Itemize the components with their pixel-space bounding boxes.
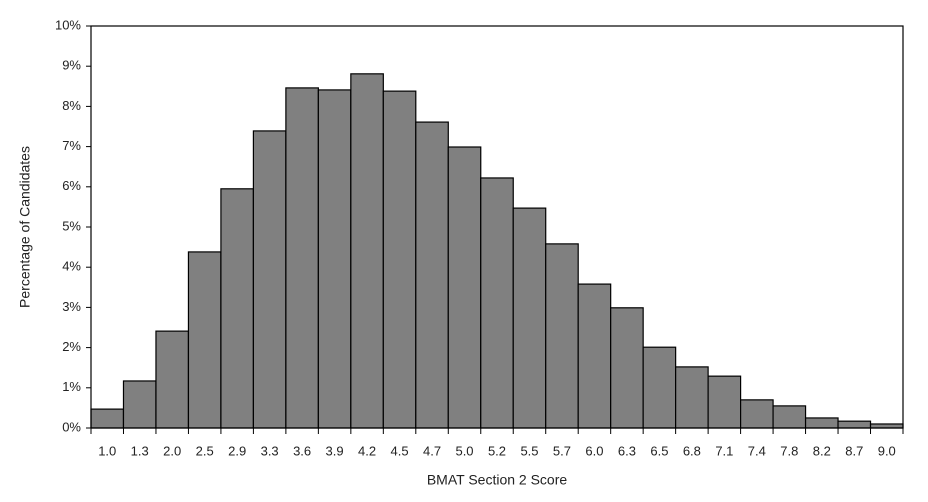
bar [512,207,547,429]
bar [252,130,287,429]
y-tick-label: 5% [62,218,81,233]
bar [415,121,449,429]
bar [739,399,774,429]
x-tick-label: 3.3 [261,443,279,458]
x-tick-label: 7.4 [748,443,766,458]
bar [122,380,157,429]
y-tick-label: 1% [62,379,81,394]
x-tick-label: 6.5 [650,443,668,458]
bar [577,283,612,429]
x-tick-label: 5.0 [455,443,473,458]
y-tick-label: 8% [62,98,81,113]
x-tick-label: 1.3 [131,443,149,458]
bar [447,146,482,429]
bar [187,251,222,429]
bar [155,330,190,429]
bar [480,177,514,429]
bar [285,87,319,429]
x-tick-label: 7.8 [780,443,798,458]
bar [772,405,807,429]
y-tick-label: 7% [62,138,81,153]
y-tick-label: 6% [62,178,81,193]
bar [675,366,709,429]
y-axis-title: Percentage of Candidates [17,146,33,308]
x-tick-label: 4.7 [423,443,441,458]
bar [90,408,125,429]
x-tick-label: 7.1 [715,443,733,458]
x-axis-title: BMAT Section 2 Score [427,472,568,488]
bar [382,90,417,429]
y-tick-label: 3% [62,299,81,314]
y-tick-label: 10% [55,17,81,32]
bar [707,375,742,429]
x-tick-label: 4.5 [391,443,409,458]
x-tick-label: 5.7 [553,443,571,458]
y-tick-label: 2% [62,339,81,354]
bar [642,346,677,429]
x-tick-label: 3.9 [326,443,344,458]
x-tick-label: 6.3 [618,443,636,458]
x-tick-label: 1.0 [98,443,116,458]
x-tick-label: 2.9 [228,443,246,458]
bar [837,420,872,429]
bar [610,307,644,429]
x-tick-label: 2.0 [163,443,181,458]
x-tick-label: 4.2 [358,443,376,458]
x-tick-label: 9.0 [878,443,896,458]
plot-frame [90,25,904,429]
x-tick-label: 2.5 [196,443,214,458]
x-tick-label: 8.7 [845,443,863,458]
bar [350,73,384,429]
bar [869,423,904,429]
bar [317,89,352,429]
x-tick-label: 8.2 [813,443,831,458]
bar [220,188,254,429]
x-tick-label: 3.6 [293,443,311,458]
bar [804,417,839,429]
x-tick-label: 5.5 [520,443,538,458]
y-tick-label: 4% [62,259,81,274]
x-tick-label: 5.2 [488,443,506,458]
bar [545,243,579,429]
x-tick-label: 6.0 [585,443,603,458]
y-tick-label: 0% [62,419,81,434]
x-tick-label: 6.8 [683,443,701,458]
y-tick-label: 9% [62,58,81,73]
